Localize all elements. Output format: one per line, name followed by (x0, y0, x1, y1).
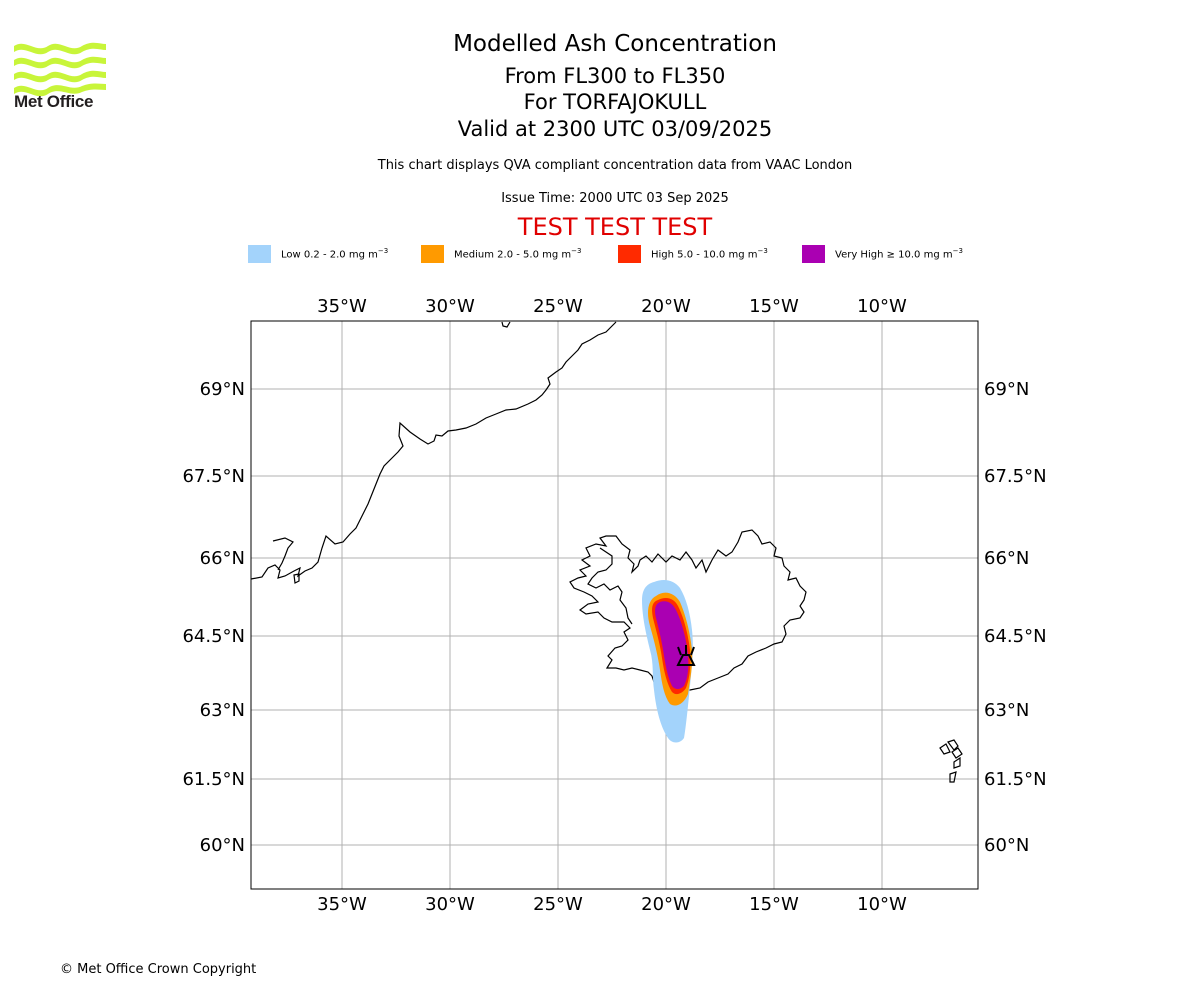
volcano-name: For TORFAJOKULL (523, 90, 707, 114)
longitude-labels-top: 35°W 30°W 25°W 20°W 15°W 10°W (317, 296, 907, 317)
legend-swatch-high (618, 245, 641, 263)
lon-label-bottom-35w: 35°W (317, 894, 367, 915)
iceland-coastline (569, 529, 807, 691)
lon-label-top-20w: 20°W (641, 296, 691, 317)
lat-label-right-69n: 69°N (984, 379, 1029, 400)
lat-label-right-63n: 63°N (984, 700, 1029, 721)
lon-label-top-35w: 35°W (317, 296, 367, 317)
legend-label-medium: Medium 2.0 - 5.0 mg m−3 (454, 247, 582, 261)
lon-label-bottom-15w: 15°W (749, 894, 799, 915)
lon-label-top-15w: 15°W (749, 296, 799, 317)
lat-label-right-64-5n: 64.5°N (984, 626, 1047, 647)
map-gridlines (251, 321, 978, 889)
lat-label-right-67-5n: 67.5°N (984, 466, 1047, 487)
lon-label-top-25w: 25°W (533, 296, 583, 317)
flight-level-range: From FL300 to FL350 (504, 64, 726, 88)
lat-label-left-63n: 63°N (200, 700, 245, 721)
legend-item-medium: Medium 2.0 - 5.0 mg m−3 (421, 244, 581, 264)
lon-label-bottom-10w: 10°W (857, 894, 907, 915)
lon-label-top-30w: 30°W (425, 296, 475, 317)
lat-label-left-64-5n: 64.5°N (182, 626, 245, 647)
ash-very-high-area (655, 601, 689, 689)
legend-item-low: Low 0.2 - 2.0 mg m−3 (248, 244, 388, 264)
lat-label-right-61-5n: 61.5°N (984, 769, 1047, 790)
lon-label-bottom-25w: 25°W (533, 894, 583, 915)
lat-label-left-67-5n: 67.5°N (182, 466, 245, 487)
lon-label-bottom-20w: 20°W (641, 894, 691, 915)
iceland-coastline-inner (587, 547, 633, 625)
faroe-islands (939, 739, 963, 783)
issue-time: Issue Time: 2000 UTC 03 Sep 2025 (501, 191, 729, 206)
longitude-labels-bottom: 35°W 30°W 25°W 20°W 15°W 10°W (317, 894, 907, 915)
legend-label-very-high: Very High ≥ 10.0 mg m−3 (835, 247, 963, 261)
legend: Low 0.2 - 2.0 mg m−3 Medium 2.0 - 5.0 mg… (0, 244, 1200, 264)
lat-label-left-60n: 60°N (200, 835, 245, 856)
map-frame (250, 320, 979, 890)
volcano-icon (676, 645, 696, 666)
latitude-labels-left: 69°N 67.5°N 66°N 64.5°N 63°N 61.5°N 60°N (182, 379, 245, 856)
greenland-coastline-fjord (272, 537, 294, 571)
lat-label-left-61-5n: 61.5°N (182, 769, 245, 790)
lat-label-left-69n: 69°N (200, 379, 245, 400)
lat-label-left-66n: 66°N (200, 548, 245, 569)
met-office-logo-icon (14, 42, 106, 97)
copyright-notice: © Met Office Crown Copyright (60, 962, 257, 977)
chart-title: Modelled Ash Concentration (453, 31, 777, 57)
legend-swatch-medium (421, 245, 444, 263)
lon-label-bottom-30w: 30°W (425, 894, 475, 915)
latitude-labels-right: 69°N 67.5°N 66°N 64.5°N 63°N 61.5°N 60°N (984, 379, 1047, 856)
legend-swatch-low (248, 245, 271, 263)
greenland-north-coast (501, 321, 511, 328)
chart-description: This chart displays QVA compliant concen… (377, 158, 853, 173)
greenland-coastline (250, 321, 617, 580)
valid-time: Valid at 2300 UTC 03/09/2025 (457, 117, 773, 141)
logo-text: Met Office (14, 92, 94, 111)
test-banner: TEST TEST TEST (517, 213, 713, 241)
legend-label-high: High 5.0 - 10.0 mg m−3 (651, 247, 768, 261)
legend-swatch-very-high (802, 245, 825, 263)
legend-item-very-high: Very High ≥ 10.0 mg m−3 (802, 244, 963, 264)
lon-label-top-10w: 10°W (857, 296, 907, 317)
greenland-island (293, 573, 300, 584)
legend-item-high: High 5.0 - 10.0 mg m−3 (618, 244, 768, 264)
lat-label-right-60n: 60°N (984, 835, 1029, 856)
legend-label-low: Low 0.2 - 2.0 mg m−3 (281, 247, 389, 261)
lat-label-right-66n: 66°N (984, 548, 1029, 569)
